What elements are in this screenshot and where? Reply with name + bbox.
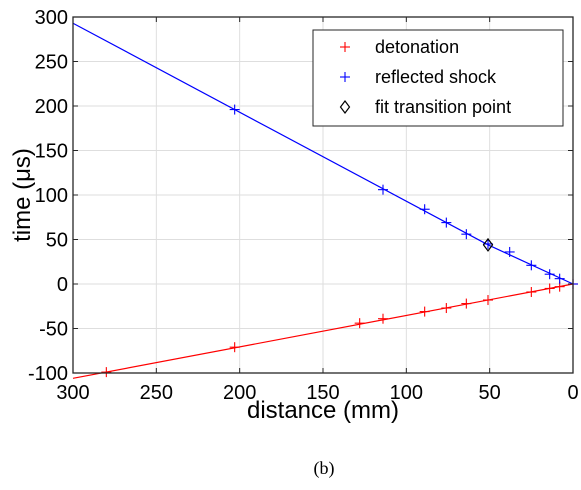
point-detonation: [441, 303, 452, 314]
legend-marker-fit-transition-point: [339, 100, 351, 114]
figure-caption: (b): [314, 458, 335, 479]
point-detonation: [483, 295, 493, 306]
y-tick-label: 0: [57, 274, 68, 296]
point-detonation: [378, 313, 388, 324]
y-axis-title: time (μs): [9, 148, 36, 242]
y-tick-label: 300: [35, 7, 68, 29]
y-tick-label: 150: [35, 141, 68, 163]
point-reflected-shock: [229, 104, 240, 115]
x-tick-label: 50: [479, 382, 501, 404]
point-fit-transition-point: [482, 237, 494, 252]
point-detonation: [354, 318, 365, 329]
legend-label-detonation: detonation: [375, 37, 459, 57]
legend-label-fit-transition-point: fit transition point: [375, 97, 511, 117]
y-axis-ticks: -100 -50 0 50 100 150 200 250 300: [28, 7, 573, 385]
point-detonation: [526, 287, 537, 298]
point-reflected-shock: [544, 269, 555, 280]
y-tick-label: 100: [35, 185, 68, 207]
x-axis-title: distance (mm): [247, 397, 399, 424]
y-tick-label: 200: [35, 96, 68, 118]
point-reflected-shock: [554, 273, 565, 284]
x-tick-label: 100: [390, 382, 423, 404]
x-tick-label: 200: [223, 382, 256, 404]
x-tick-label: 250: [140, 382, 173, 404]
legend-box: [312, 29, 564, 127]
x-tick-label: 150: [306, 382, 339, 404]
y-tick-label: -50: [39, 319, 68, 341]
y-tick-label: 250: [35, 52, 68, 74]
x-tick-label: 0: [567, 382, 578, 404]
point-detonation: [229, 342, 240, 353]
point-detonation: [101, 367, 112, 378]
point-detonation: [419, 306, 430, 317]
legend-marker-detonation: [340, 42, 350, 52]
legend: detonation reflected shock fit transition …: [312, 29, 564, 127]
legend-marker-reflected-shock: [340, 72, 350, 82]
point-detonation: [544, 283, 555, 294]
point-reflected-shock: [441, 217, 452, 228]
legend-label-reflected-shock: reflected shock: [375, 67, 497, 87]
x-tick-label: 300: [56, 382, 89, 404]
point-reflected-shock: [419, 204, 430, 215]
data-markers: [101, 104, 578, 378]
point-reflected-shock: [378, 184, 388, 195]
point-reflected-shock: [461, 229, 472, 240]
point-detonation: [461, 298, 472, 309]
y-tick-label: 50: [46, 230, 68, 252]
x-axis-ticks: 300 250 200 150 100 50 0: [56, 17, 579, 404]
point-reflected-shock: [526, 260, 537, 271]
point-reflected-shock: [504, 246, 515, 257]
y-tick-label: -100: [28, 363, 68, 385]
